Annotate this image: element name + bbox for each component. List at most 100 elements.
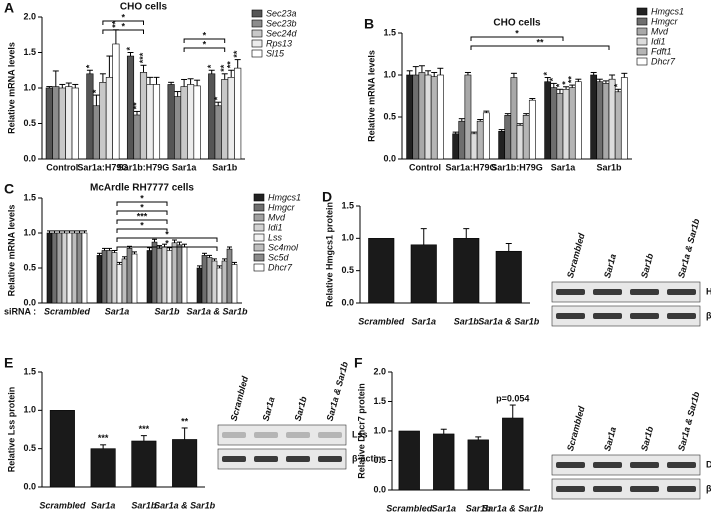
blot-band <box>318 456 342 462</box>
legend-swatch <box>253 223 265 232</box>
x-tick-label: Sar1a <box>411 316 436 326</box>
comparison-label: * <box>515 28 519 38</box>
bar <box>556 93 564 160</box>
bar <box>71 232 78 304</box>
comparison-bracket <box>470 36 564 41</box>
bar <box>131 253 138 304</box>
y-tick-label: 1.5 <box>23 366 36 376</box>
comparison-bracket <box>116 228 168 233</box>
significance: * <box>560 81 570 85</box>
legend-swatch <box>636 57 648 66</box>
x-tick-label: Sar1a & Sar1b <box>154 500 216 510</box>
bar <box>208 73 216 160</box>
blot-band <box>593 313 622 319</box>
blot-lane-label: Sar1a & Sar1b <box>676 217 702 279</box>
y-tick-label: 0.5 <box>373 455 386 465</box>
significance: ** <box>110 20 120 28</box>
bar <box>196 267 203 304</box>
x-tick-label: Scrambled <box>44 306 91 316</box>
blot-band <box>556 313 585 319</box>
panel-letter: C <box>4 181 14 197</box>
legend-label: Idi1 <box>268 222 283 232</box>
significance: * <box>91 89 101 93</box>
x-tick-label: Sar1b:H79G <box>118 162 170 172</box>
bar <box>231 264 238 304</box>
bar <box>121 258 128 304</box>
significance: p=0.054 <box>496 393 529 403</box>
comparison-label: * <box>140 202 144 212</box>
bar <box>608 78 616 160</box>
bar <box>133 114 141 160</box>
y-tick-label: 1.5 <box>23 47 36 57</box>
x-tick-label: Sar1a:H79G <box>445 162 496 172</box>
bar <box>418 72 426 160</box>
blot-lane-label: Sar1b <box>293 395 309 422</box>
bar <box>368 238 395 304</box>
blot-band <box>286 432 310 438</box>
bar <box>116 264 123 304</box>
bar <box>61 232 68 304</box>
bar <box>201 255 208 304</box>
blot-lane-label: Sar1a & Sar1b <box>325 360 351 422</box>
bar <box>568 87 576 160</box>
y-tick-label: 0.5 <box>341 265 354 275</box>
chart-title: CHO cells <box>493 18 541 29</box>
significance: * <box>213 96 223 100</box>
bar <box>58 87 66 160</box>
y-tick-label: 1.5 <box>341 200 354 210</box>
bar <box>620 77 628 160</box>
blot-band <box>222 456 246 462</box>
blot-band <box>630 486 659 492</box>
bar <box>181 246 188 304</box>
legend-swatch <box>251 29 263 38</box>
y-tick-label: 1.5 <box>23 192 36 202</box>
bar <box>602 83 610 160</box>
comparison-label: * <box>140 193 144 203</box>
bar <box>65 86 73 160</box>
legend-label: Sec23a <box>266 8 297 18</box>
bar <box>436 74 444 160</box>
comparison-label: * <box>121 21 125 31</box>
blot-lane-label: Sar1a <box>261 396 277 422</box>
legend-label: Sl15 <box>266 48 285 58</box>
y-tick-label: 0.5 <box>23 443 36 453</box>
x-tick-label: Sar1a <box>431 503 456 513</box>
bar <box>482 112 490 160</box>
x-prefix: siRNA : <box>4 306 36 316</box>
bar <box>101 250 108 304</box>
x-tick-label: Scrambled <box>39 500 86 510</box>
blot-band-label: β-actin <box>352 453 382 463</box>
significance: * <box>542 72 552 76</box>
comparison-label: ** <box>536 37 544 47</box>
x-tick-label: Sar1b:H79G <box>491 162 543 172</box>
bar <box>92 105 100 160</box>
blot-strip <box>551 478 701 500</box>
bar <box>171 242 178 304</box>
bar <box>510 77 518 160</box>
bar <box>146 84 154 160</box>
y-tick-label: 0.0 <box>383 153 396 163</box>
bar <box>590 74 598 160</box>
y-tick-label: 1.0 <box>23 405 36 415</box>
bar <box>234 67 242 160</box>
bar <box>226 248 233 304</box>
significance: * <box>84 64 94 68</box>
bar <box>81 232 88 304</box>
bar <box>221 260 228 304</box>
blot-strip <box>551 454 701 476</box>
legend-swatch <box>251 9 263 18</box>
blot-band <box>667 313 696 319</box>
comparison-bracket <box>116 246 218 251</box>
bar <box>206 257 213 304</box>
y-axis-label: Relative Lss protein <box>6 387 16 473</box>
bar <box>76 232 83 304</box>
bar <box>112 43 120 160</box>
legend-swatch <box>253 193 265 202</box>
bar <box>476 120 484 160</box>
bar <box>522 115 530 160</box>
blot-band <box>593 289 622 295</box>
significance: * <box>613 83 623 87</box>
bar <box>126 248 133 304</box>
bar <box>498 130 506 160</box>
bar <box>166 250 173 304</box>
